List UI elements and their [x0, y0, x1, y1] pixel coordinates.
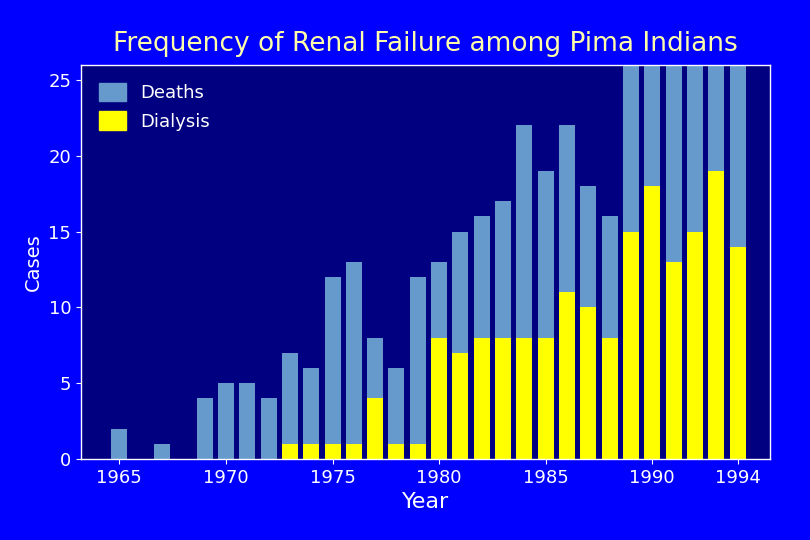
- Bar: [623, 232, 639, 459]
- Bar: [602, 338, 617, 459]
- Bar: [666, 262, 681, 459]
- Bar: [708, 171, 724, 459]
- Bar: [580, 186, 596, 307]
- Bar: [303, 444, 319, 459]
- Bar: [218, 383, 234, 459]
- Bar: [623, 0, 639, 232]
- Legend: Deaths, Dialysis: Deaths, Dialysis: [90, 74, 220, 140]
- Title: Frequency of Renal Failure among Pima Indians: Frequency of Renal Failure among Pima In…: [113, 31, 738, 57]
- Bar: [389, 444, 404, 459]
- Bar: [239, 383, 255, 459]
- Bar: [261, 399, 276, 459]
- Bar: [282, 444, 298, 459]
- X-axis label: Year: Year: [402, 492, 449, 512]
- Bar: [197, 399, 212, 459]
- Bar: [303, 368, 319, 444]
- Bar: [644, 0, 660, 186]
- Bar: [538, 338, 554, 459]
- Bar: [474, 338, 490, 459]
- Bar: [453, 232, 468, 353]
- Bar: [389, 368, 404, 444]
- Bar: [708, 0, 724, 171]
- Bar: [730, 0, 745, 247]
- Bar: [644, 186, 660, 459]
- Bar: [602, 217, 617, 338]
- Bar: [580, 307, 596, 459]
- Bar: [730, 247, 745, 459]
- Bar: [495, 201, 511, 338]
- Bar: [517, 125, 532, 338]
- Bar: [687, 0, 703, 232]
- Bar: [346, 444, 362, 459]
- Bar: [154, 444, 170, 459]
- Bar: [111, 429, 127, 459]
- Bar: [346, 262, 362, 444]
- Bar: [325, 277, 340, 444]
- Bar: [559, 292, 575, 459]
- Bar: [517, 338, 532, 459]
- Bar: [666, 4, 681, 262]
- Y-axis label: Cases: Cases: [23, 233, 43, 291]
- Bar: [367, 399, 383, 459]
- Bar: [431, 262, 447, 338]
- Bar: [431, 338, 447, 459]
- Bar: [687, 232, 703, 459]
- Bar: [538, 171, 554, 338]
- Bar: [410, 444, 426, 459]
- Bar: [559, 125, 575, 292]
- Bar: [453, 353, 468, 459]
- Bar: [495, 338, 511, 459]
- Bar: [325, 444, 340, 459]
- Bar: [410, 277, 426, 444]
- Bar: [282, 353, 298, 444]
- Bar: [474, 217, 490, 338]
- Bar: [367, 338, 383, 399]
